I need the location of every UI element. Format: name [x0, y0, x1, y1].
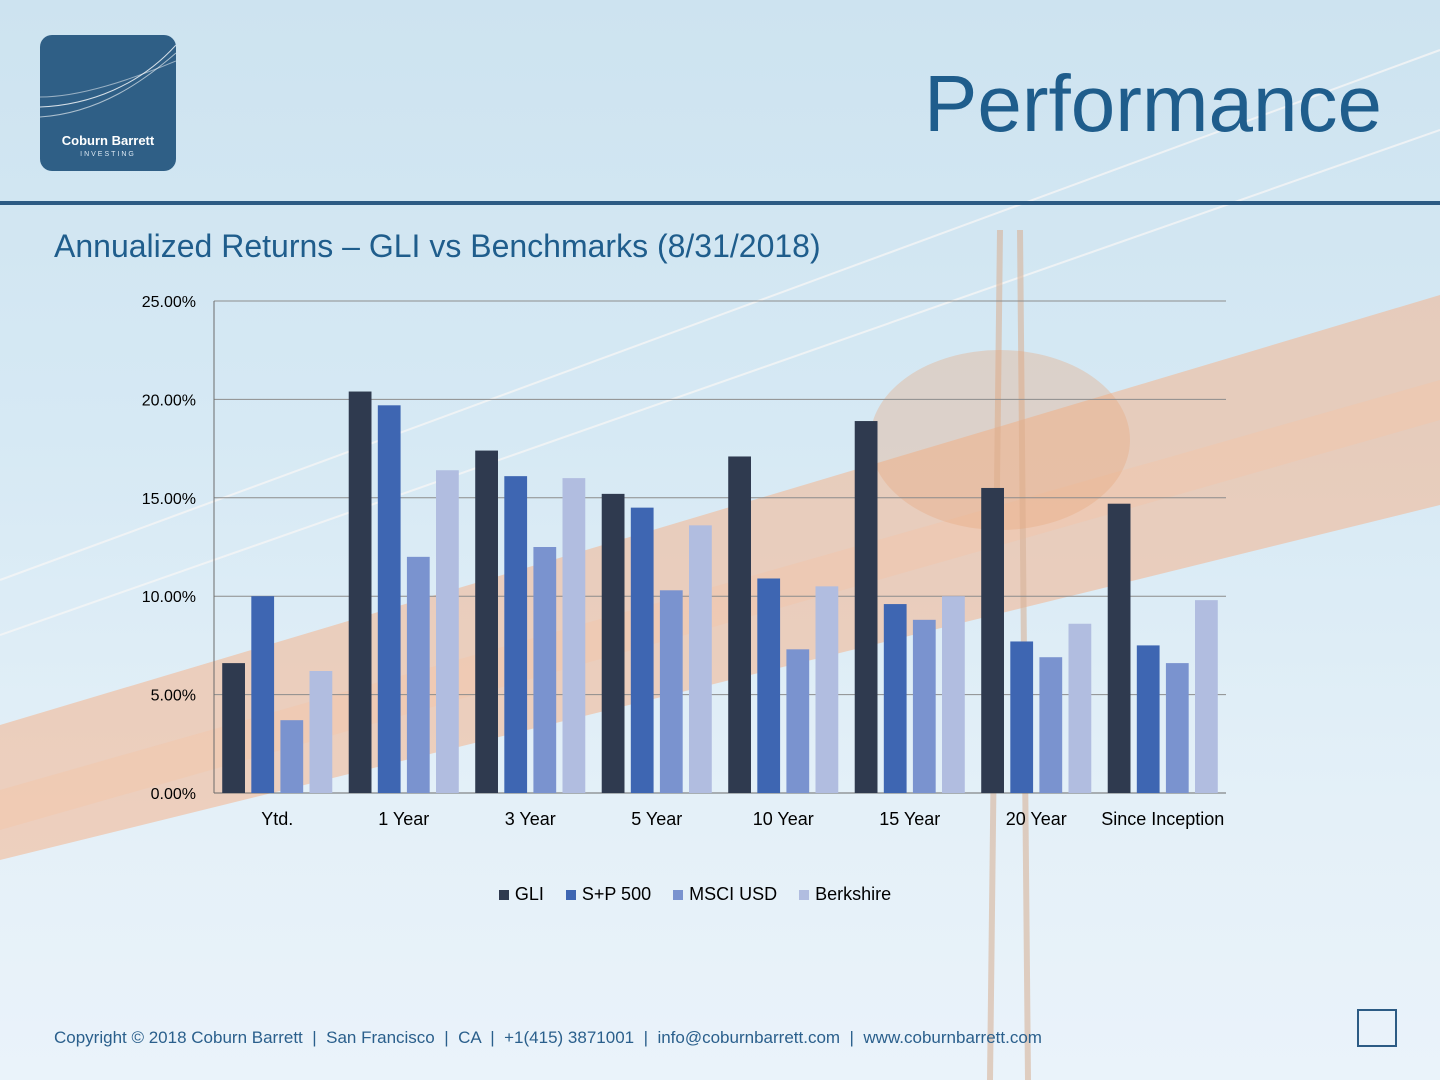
bar-s-p-500-3-year [504, 476, 528, 793]
x-tick-label: 1 Year [378, 809, 429, 829]
bar-s-p-500-ytd [251, 596, 275, 793]
bar-s-p-500-10-year [757, 578, 781, 793]
legend-label: Berkshire [815, 884, 892, 904]
company-logo: Coburn Barrett INVESTING [40, 35, 176, 171]
y-tick-label: 15.00% [142, 491, 196, 508]
slide-number-box [1357, 1009, 1397, 1047]
bar-msci-usd-since-inception [1165, 663, 1189, 793]
legend-label: MSCI USD [689, 884, 778, 904]
y-tick-label: 10.00% [142, 589, 196, 606]
bar-msci-usd-3-year [533, 547, 557, 793]
footer-website[interactable]: www.coburnbarrett.com [863, 1028, 1042, 1047]
header-divider [0, 201, 1440, 205]
bar-berkshire-10-year [815, 586, 839, 793]
legend-item: GLI [498, 884, 544, 905]
bar-berkshire-15-year [942, 596, 965, 793]
bar-s-p-500-1-year [377, 405, 401, 793]
bar-gli-5-year [601, 493, 625, 793]
bar-msci-usd-5-year [659, 590, 683, 793]
footer-separator: | [312, 1028, 317, 1047]
y-tick-label: 5.00% [151, 688, 196, 705]
bar-msci-usd-1-year [406, 556, 430, 793]
y-tick-label: 0.00% [151, 786, 196, 803]
legend-swatch [673, 889, 684, 900]
legend-label: S+P 500 [581, 884, 652, 904]
x-tick-label: 5 Year [631, 809, 682, 829]
logo-name: Coburn Barrett [61, 133, 155, 148]
x-tick-label: 15 Year [879, 809, 940, 829]
bar-s-p-500-20-year [1010, 641, 1034, 793]
legend-item: S+P 500 [565, 884, 652, 905]
bar-berkshire-ytd [309, 670, 333, 793]
footer-separator: | [444, 1028, 449, 1047]
bar-berkshire-1-year [436, 470, 459, 793]
bar-msci-usd-15-year [912, 619, 936, 793]
bar-berkshire-3-year [562, 478, 586, 793]
bar-msci-usd-ytd [280, 720, 304, 793]
legend-label: GLI [514, 884, 544, 904]
bar-msci-usd-10-year [786, 649, 810, 793]
footer-city: San Francisco [326, 1028, 435, 1047]
chart-legend: GLI S+P 500 MSCI USD Berkshire [0, 884, 1390, 905]
bar-msci-usd-20-year [1039, 657, 1063, 793]
bar-s-p-500-15-year [883, 604, 907, 793]
x-tick-label: 10 Year [753, 809, 814, 829]
bar-gli-3-year [475, 450, 498, 793]
footer-separator: | [490, 1028, 495, 1047]
chart-title: Annualized Returns – GLI vs Benchmarks (… [54, 228, 821, 264]
x-tick-label: 20 Year [1006, 809, 1067, 829]
footer-separator: | [849, 1028, 854, 1047]
footer-state: CA [458, 1028, 481, 1047]
bar-gli-1-year [348, 391, 372, 793]
x-tick-label: Since Inception [1101, 809, 1224, 829]
x-tick-label: 3 Year [505, 809, 556, 829]
footer-phone: +1(415) 3871001 [504, 1028, 635, 1047]
legend-swatch [799, 889, 810, 900]
logo-curves-icon [40, 44, 176, 118]
bar-gli-15-year [854, 421, 878, 793]
bar-s-p-500-5-year [630, 507, 654, 793]
footer-contact: Copyright © 2018 Coburn Barrett | San Fr… [54, 1028, 1042, 1048]
footer-email[interactable]: info@coburnbarrett.com [657, 1028, 841, 1047]
bar-berkshire-since-inception [1195, 600, 1218, 793]
bar-berkshire-20-year [1068, 623, 1092, 793]
footer-copyright: Copyright © 2018 Coburn Barrett [54, 1028, 303, 1047]
logo-tagline: INVESTING [80, 151, 136, 158]
x-tick-label: Ytd. [261, 809, 293, 829]
legend-item: Berkshire [799, 884, 891, 905]
y-tick-label: 20.00% [142, 392, 196, 409]
legend-item: MSCI USD [673, 884, 777, 905]
bar-gli-since-inception [1107, 503, 1131, 793]
bar-gli-20-year [981, 487, 1004, 793]
footer-separator: | [643, 1028, 648, 1047]
page-title: Performance [924, 59, 1382, 148]
bar-gli-10-year [728, 456, 751, 793]
bar-berkshire-5-year [689, 525, 712, 793]
bar-s-p-500-since-inception [1136, 645, 1160, 793]
legend-swatch [565, 889, 576, 900]
legend-swatch [498, 889, 509, 900]
y-tick-label: 25.00% [142, 294, 196, 311]
bar-gli-ytd [222, 663, 245, 793]
